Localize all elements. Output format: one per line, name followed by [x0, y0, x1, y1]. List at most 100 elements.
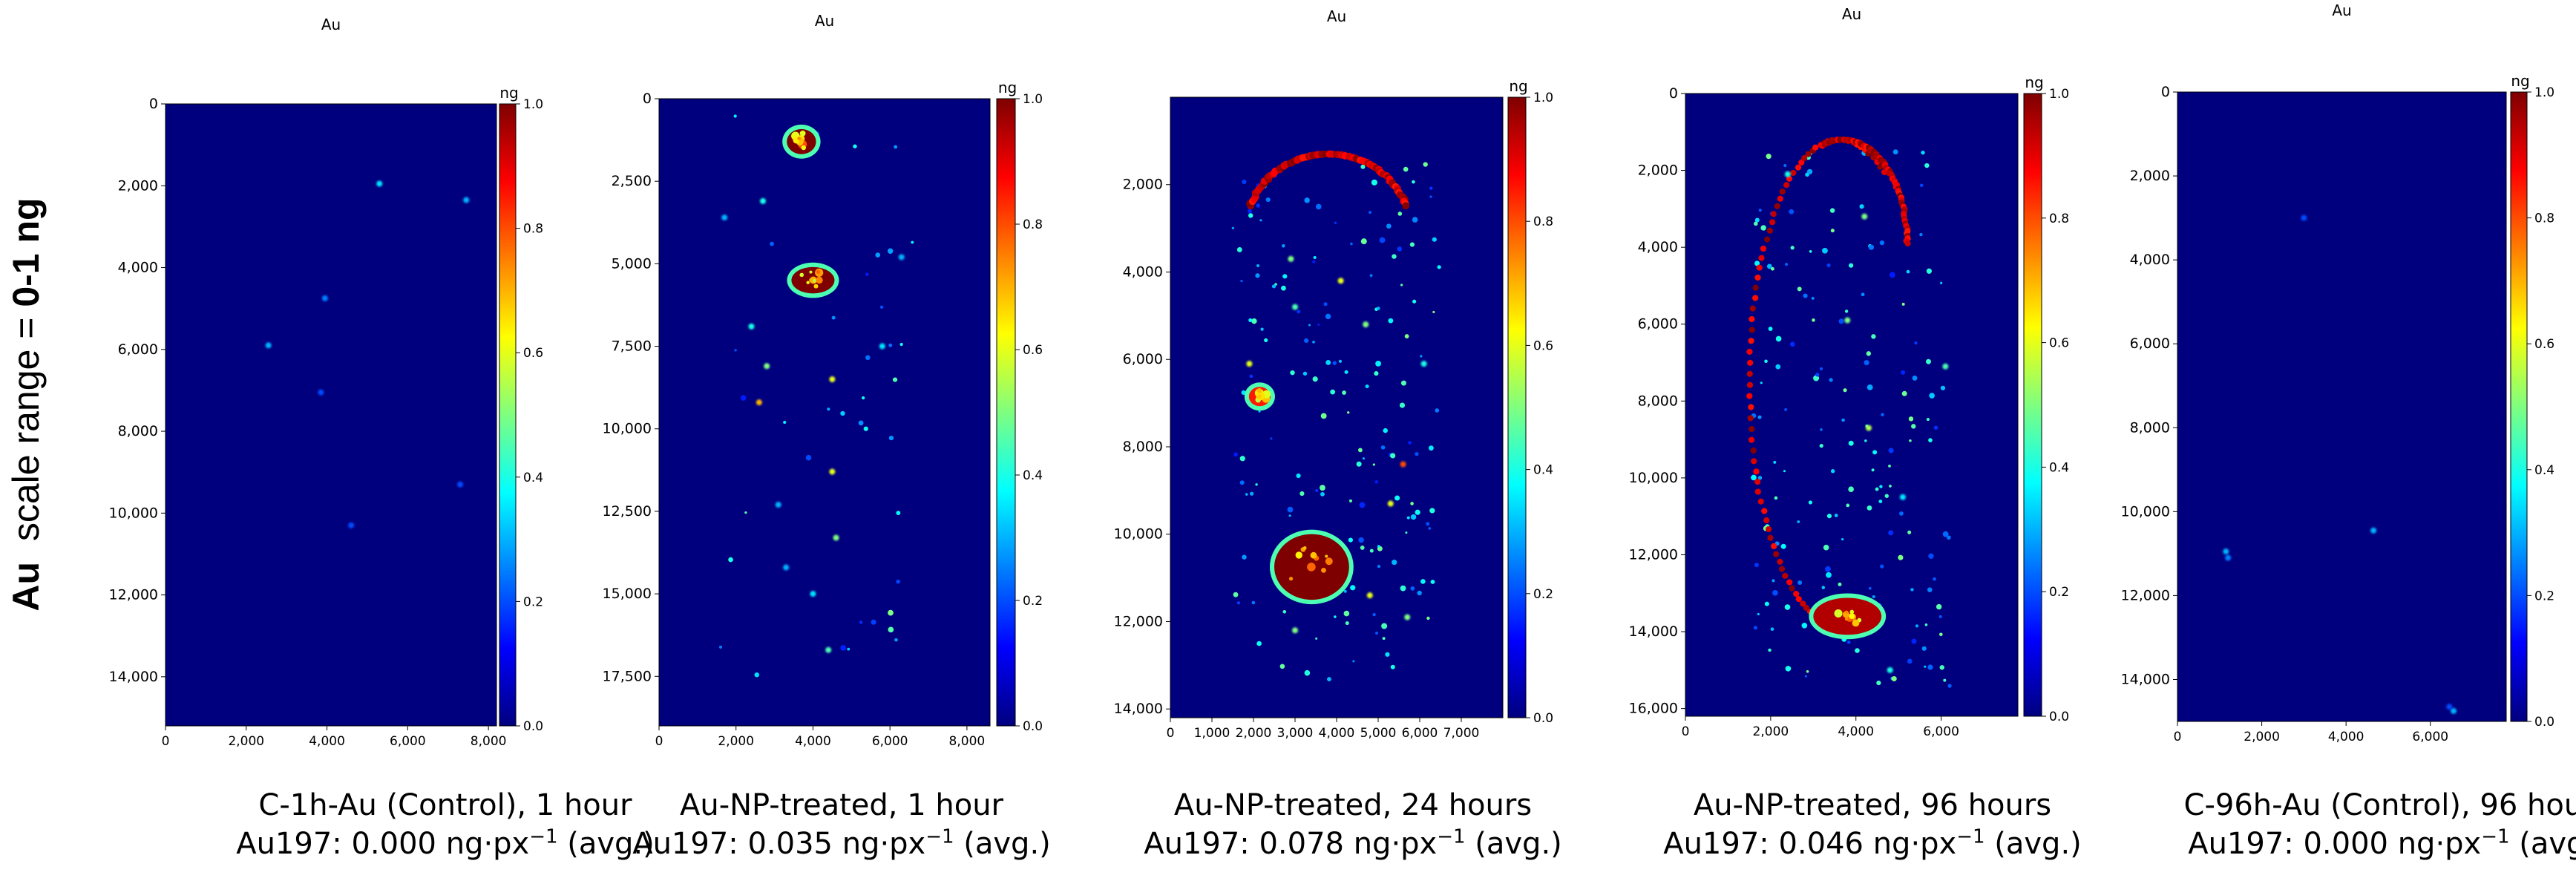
signal-ridge: [1752, 284, 1759, 291]
signal-ridge: [1812, 144, 1819, 151]
signal-ridge: [1747, 359, 1754, 366]
signal-pixel: [1907, 658, 1913, 664]
y-tick-label: 14,000: [109, 669, 158, 685]
signal-pixel: [1911, 424, 1916, 429]
x-tick-label: 6,000: [872, 734, 908, 749]
signal-pixel: [1924, 665, 1927, 668]
signal-pixel: [1242, 554, 1247, 560]
y-tick-label: 12,000: [1114, 613, 1163, 629]
signal-pixel: [1231, 226, 1234, 229]
heatmap-signal: [2223, 214, 2457, 714]
signal-pixel: [1330, 389, 1336, 395]
axes-frame: [2177, 91, 2507, 722]
y-tick-label: 10,000: [1114, 526, 1163, 543]
y-tick-label: 6,000: [118, 341, 158, 358]
signal-pixel: [1412, 180, 1415, 184]
signal-pixel: [1296, 473, 1301, 479]
signal-pixel: [1822, 247, 1828, 254]
signal-pixel: [1864, 439, 1867, 442]
signal-pixel: [1255, 273, 1260, 278]
signal-blob-detail: [1325, 554, 1328, 558]
signal-ridge: [1777, 558, 1783, 565]
signal-pixel: [1360, 164, 1366, 169]
signal-blob-detail: [813, 278, 816, 283]
signal-pixel: [1248, 209, 1252, 214]
signal-pixel: [1338, 359, 1343, 363]
signal-pixel: [1290, 370, 1295, 376]
signal-pixel: [1869, 586, 1872, 590]
signal-pixel: [1332, 361, 1337, 365]
signal-pixel: [1812, 318, 1815, 322]
y-tick-label: 2,500: [612, 173, 652, 189]
y-tick-label: 6,000: [1638, 316, 1678, 333]
signal-ridge: [1747, 415, 1754, 422]
signal-ridge: [1766, 525, 1772, 533]
signal-hotspot: [2451, 707, 2457, 714]
signal-pixel: [1410, 586, 1415, 591]
signal-pixel: [1374, 480, 1378, 484]
x-tick-label: 4,000: [309, 734, 345, 749]
y-tick-label: 16,000: [1629, 701, 1678, 717]
signal-pixel: [1362, 457, 1366, 460]
signal-pixel: [1919, 183, 1924, 188]
signal-ridge: [1763, 517, 1770, 524]
scale-label-prefix: Au: [5, 562, 47, 612]
signal-blob-detail: [1288, 577, 1294, 581]
signal-pixel: [1377, 565, 1381, 569]
y-tick-label: 10,000: [1629, 470, 1678, 486]
y-tick-label: 17,500: [603, 668, 652, 684]
signal-hotspot: [1844, 317, 1851, 324]
signal-pixel: [1806, 168, 1813, 174]
signal-pixel: [1317, 323, 1320, 326]
heatmap-panel-5: Au 0 2,000 4,000 6,000 0 2,000 4,000 6,000 8,000 1…: [2121, 1, 2555, 744]
x-tick-label: 2,000: [1753, 724, 1789, 739]
signal-pixel: [1891, 676, 1897, 682]
signal-ridge: [1754, 488, 1761, 495]
signal-pixel: [1783, 163, 1787, 168]
y-tick-label: 14,000: [1114, 701, 1163, 717]
signal-pixel: [1345, 621, 1349, 626]
signal-pixel: [1819, 444, 1823, 448]
signal-hotspot: [748, 323, 755, 330]
colorbar-tick-label: 0.4: [523, 471, 543, 485]
signal-pixel: [1929, 393, 1935, 399]
signal-ridge: [1754, 274, 1761, 281]
signal-pixel: [1889, 272, 1895, 278]
signal-pixel: [859, 620, 863, 624]
signal-pixel: [1884, 494, 1889, 498]
signal-pixel: [770, 241, 774, 246]
signal-pixel: [1360, 546, 1365, 550]
signal-pixel: [1926, 268, 1932, 274]
x-tick-label: 0: [1682, 724, 1690, 739]
signal-pixel: [1928, 553, 1934, 559]
signal-pixel: [1947, 535, 1951, 540]
panel-caption-5: C-96h-Au (Control), 96 hours Au197: 0.000…: [2182, 786, 2576, 863]
signal-pixel: [1380, 445, 1386, 450]
signal-hotspot: [1288, 255, 1294, 262]
signal-pixel: [1921, 646, 1927, 651]
signal-hotspot: [321, 295, 328, 301]
panel-caption-2: Au-NP-treated, 1 hour Au197: 0.035 ng·px−…: [626, 786, 1057, 863]
signal-pixel: [1925, 358, 1931, 364]
signal-pixel: [1811, 296, 1815, 300]
signal-pixel: [1939, 665, 1944, 670]
signal-pixel: [1325, 360, 1331, 365]
signal-pixel: [1404, 334, 1409, 338]
signal-pixel: [1838, 582, 1842, 586]
signal-pixel: [1242, 179, 1247, 185]
signal-pixel: [1348, 537, 1353, 543]
colorbar-tick-label: 1.0: [1533, 91, 1553, 105]
signal-pixel: [862, 396, 865, 400]
signal-pixel: [888, 609, 894, 616]
signal-pixel: [1377, 545, 1380, 548]
x-tick-label: 6,000: [1923, 724, 1959, 739]
signal-pixel: [1383, 428, 1388, 433]
signal-pixel: [1256, 203, 1261, 208]
caption-condition: C-96h-Au (Control), 96 hours: [2183, 788, 2576, 822]
signal-pixel: [1834, 514, 1838, 517]
signal-pixel: [1757, 476, 1763, 480]
signal-pixel: [1915, 624, 1919, 628]
signal-pixel: [1760, 381, 1763, 384]
signal-pixel: [1350, 585, 1356, 591]
signal-pixel: [1775, 335, 1782, 342]
